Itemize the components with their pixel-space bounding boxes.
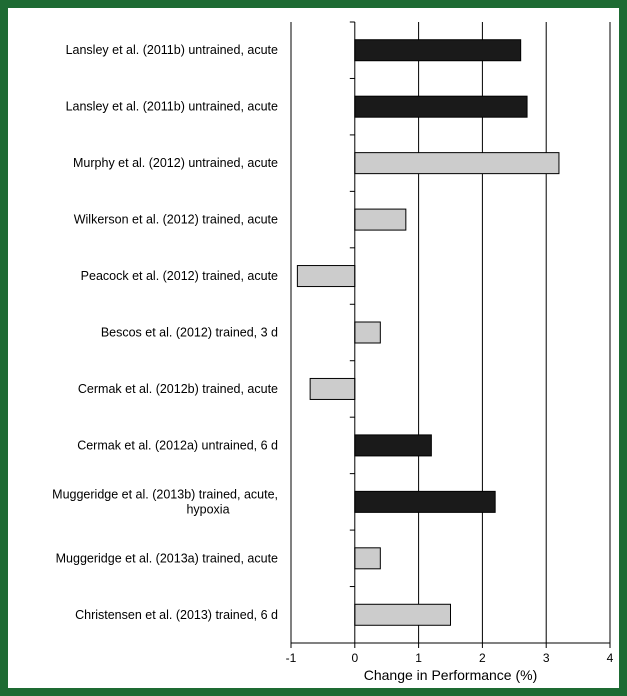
bar [354, 321, 381, 344]
bar [354, 603, 451, 626]
x-tick-label: 1 [415, 651, 422, 665]
chart-frame: -1 0 1 2 3 4 Change in Performance (%) Lansley … [8, 8, 619, 688]
category-label: Wilkerson et al. (2012) trained, acute [74, 213, 278, 227]
bar [354, 490, 496, 513]
category-label: hypoxia [186, 502, 229, 516]
x-axis-title: Change in Performance (%) [364, 667, 538, 683]
category-label: Lansley et al. (2011b) untrained, acute [66, 100, 278, 114]
bar [354, 95, 528, 118]
bar [354, 208, 407, 231]
x-tick-label: 2 [479, 651, 486, 665]
x-tick-label: 3 [543, 651, 550, 665]
bar [354, 434, 432, 457]
bar [354, 547, 381, 570]
category-label: Muggeridge et al. (2013b) trained, acute… [52, 487, 278, 501]
category-label: Murphy et al. (2012) untrained, acute [73, 156, 278, 170]
x-tick-label: 4 [607, 651, 614, 665]
bar [309, 377, 356, 400]
category-label: Cermak et al. (2012b) trained, acute [78, 382, 278, 396]
bar [354, 152, 560, 175]
bar [296, 265, 356, 288]
bar [354, 39, 522, 62]
category-label: Christensen et al. (2013) trained, 6 d [75, 608, 278, 622]
x-tick-label: 0 [351, 651, 358, 665]
bar-chart: -1 0 1 2 3 4 Change in Performance (%) Lansley … [52, 21, 614, 683]
category-label: Lansley et al. (2011b) untrained, acute [66, 43, 278, 57]
category-label: Muggeridge et al. (2013a) trained, acute [56, 551, 278, 565]
category-label: Bescos et al. (2012) trained, 3 d [101, 326, 278, 340]
category-label: Peacock et al. (2012) trained, acute [81, 269, 278, 283]
category-label: Cermak et al. (2012a) untrained, 6 d [77, 438, 278, 452]
x-tick-label: -1 [286, 651, 297, 665]
